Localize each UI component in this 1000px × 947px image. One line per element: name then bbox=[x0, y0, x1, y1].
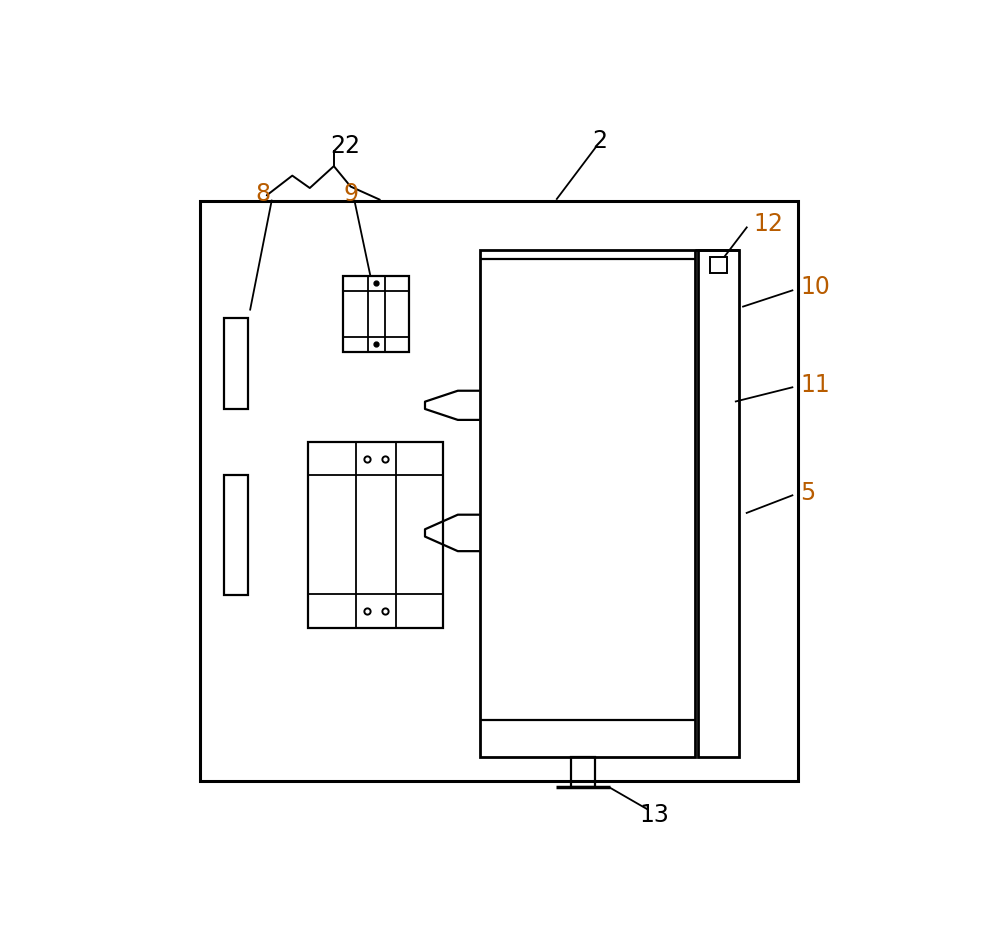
Text: 8: 8 bbox=[256, 182, 271, 205]
Bar bbox=[308, 441, 443, 628]
Text: 22: 22 bbox=[330, 134, 360, 158]
Text: 12: 12 bbox=[753, 212, 783, 237]
Text: 10: 10 bbox=[801, 276, 830, 299]
Bar bbox=[571, 757, 595, 787]
Bar bbox=[200, 201, 798, 781]
Bar bbox=[343, 276, 409, 352]
Bar bbox=[224, 474, 248, 595]
Bar bbox=[480, 250, 695, 757]
Bar bbox=[224, 318, 248, 409]
Bar bbox=[698, 250, 739, 757]
Text: 2: 2 bbox=[593, 130, 608, 153]
Text: 11: 11 bbox=[801, 373, 830, 397]
Text: 5: 5 bbox=[801, 481, 816, 505]
Text: 9: 9 bbox=[343, 182, 358, 205]
Bar bbox=[710, 258, 727, 274]
Text: 13: 13 bbox=[640, 803, 670, 827]
